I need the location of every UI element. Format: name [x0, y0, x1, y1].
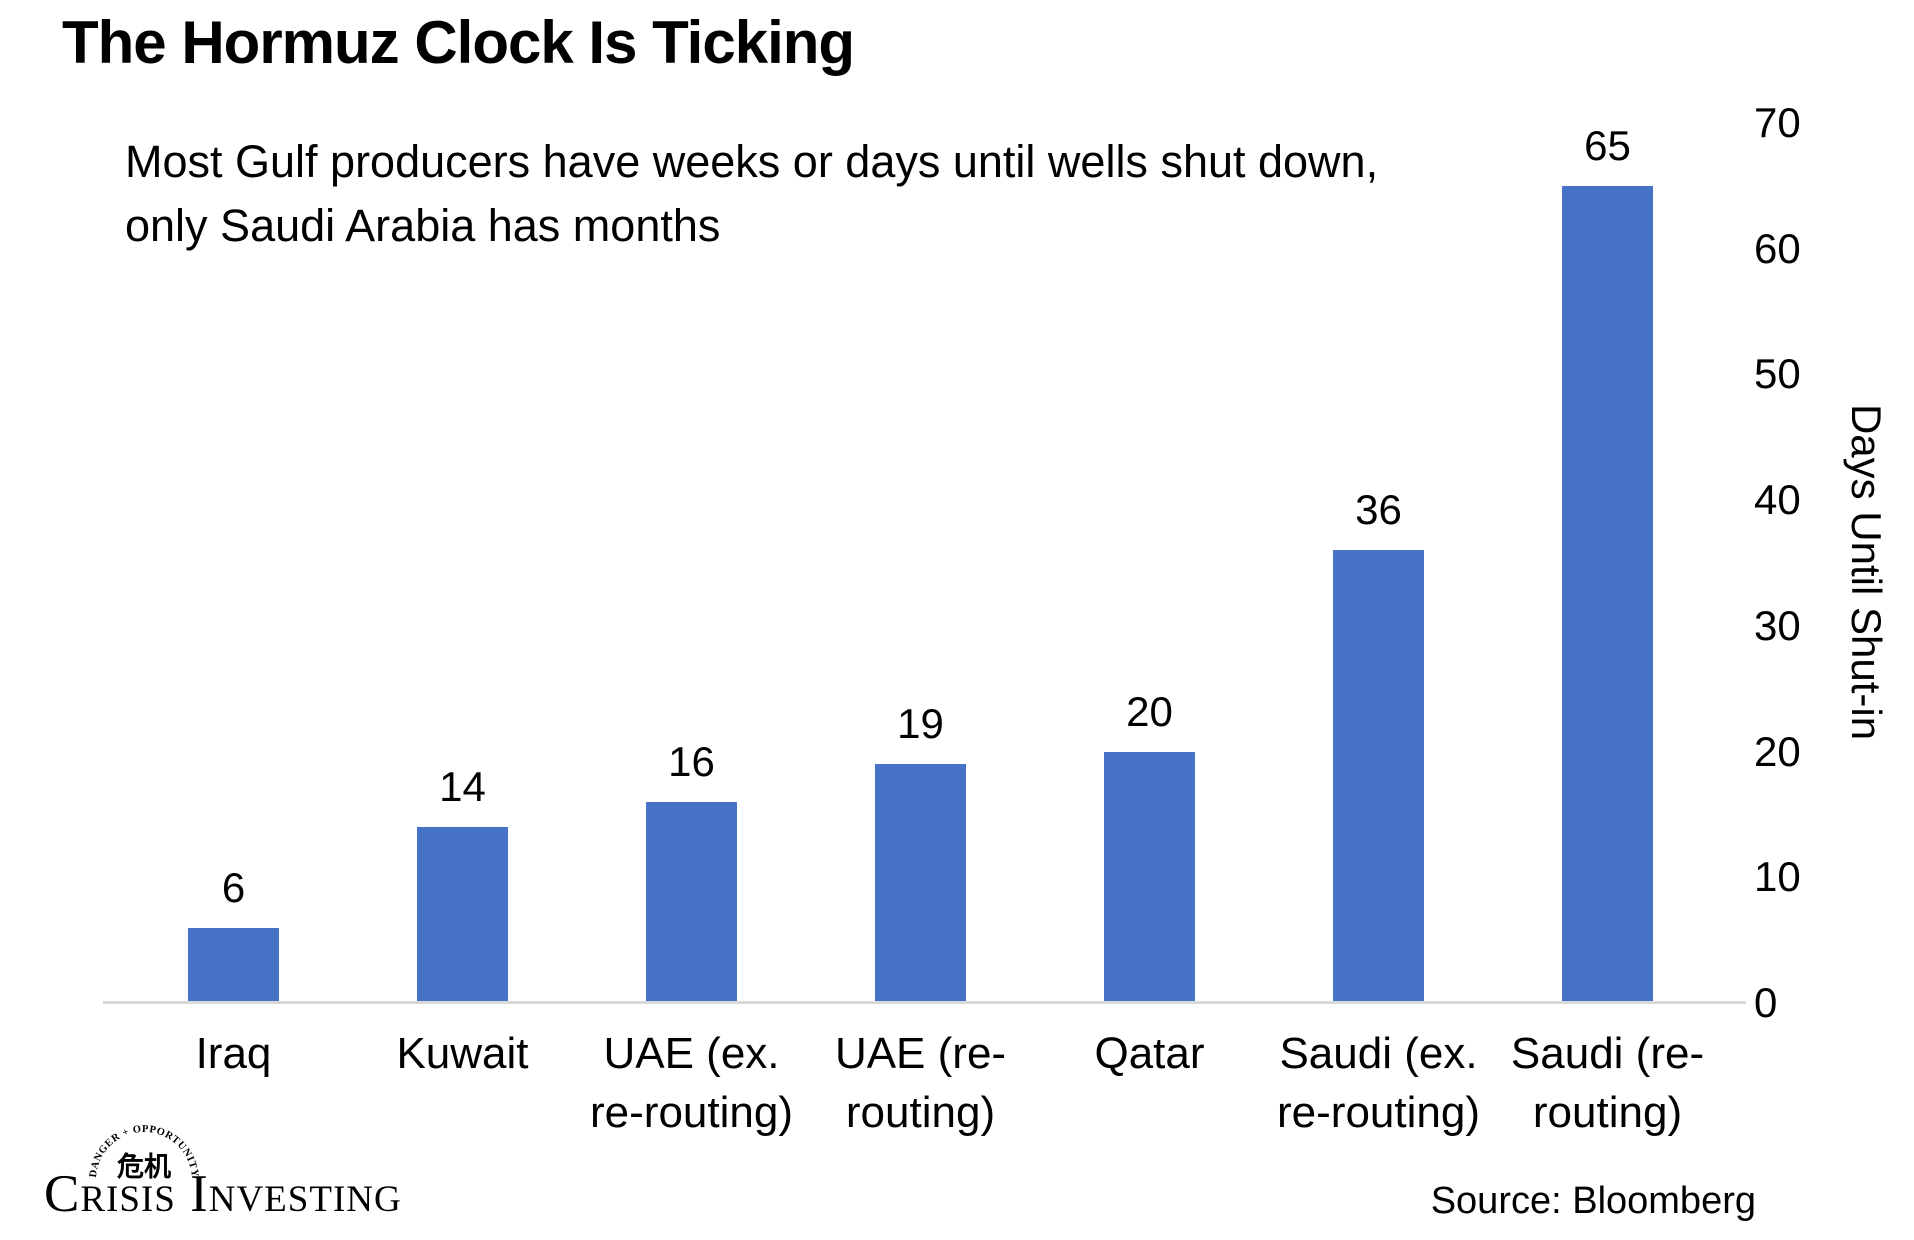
- crisis-investing-wordmark: Crisis Investing: [44, 1165, 402, 1223]
- bar-saudi-re: [1562, 185, 1653, 1003]
- chart-title: The Hormuz Clock Is Ticking: [62, 9, 855, 76]
- x-axis-label-kuwait: Kuwait: [396, 1029, 529, 1078]
- value-label-saudi-ex: 36: [1355, 486, 1402, 534]
- x-axis-label-iraq: Iraq: [195, 1029, 272, 1078]
- y-axis-tick-50: 50: [1754, 350, 1801, 398]
- bar-uae-re: [875, 764, 966, 1003]
- chart-subtitle: Most Gulf producers have weeks or days u…: [125, 136, 1379, 251]
- value-label-saudi-re: 65: [1584, 121, 1631, 169]
- value-label-iraq: 6: [221, 863, 246, 911]
- bar-qatar: [1104, 751, 1195, 1003]
- bar-iraq: [188, 927, 279, 1003]
- bar-kuwait: [417, 827, 508, 1003]
- value-label-qatar: 20: [1126, 687, 1173, 735]
- bar-saudi-ex: [1333, 550, 1424, 1003]
- x-axis-label-uae-ex: UAE (ex. re-routing): [590, 1029, 793, 1137]
- x-axis-label-saudi-re: Saudi (re- routing): [1510, 1029, 1705, 1137]
- x-axis-label-uae-re: UAE (re- routing): [834, 1029, 1007, 1137]
- source-text: Source: Bloomberg: [1430, 1180, 1756, 1222]
- x-axis-label-qatar: Qatar: [1094, 1029, 1205, 1078]
- y-axis-tick-60: 60: [1754, 224, 1801, 272]
- x-axis-line: [103, 1001, 1746, 1004]
- y-axis-tick-70: 70: [1754, 99, 1801, 146]
- x-axis-label-saudi-ex: Saudi (ex. re-routing): [1277, 1029, 1480, 1137]
- bar-uae-ex: [646, 801, 737, 1003]
- value-label-uae-ex: 16: [668, 737, 715, 785]
- y-axis-tick-10: 10: [1754, 853, 1801, 901]
- y-axis-tick-20: 20: [1754, 727, 1801, 775]
- seal-graphic: DANGER + OPPORTUNITY 危机: [88, 1124, 200, 1183]
- y-axis-tick-40: 40: [1754, 476, 1801, 524]
- crisis-investing-seal: DANGER + OPPORTUNITY 危机: [86, 1118, 202, 1193]
- value-label-kuwait: 14: [439, 763, 486, 810]
- y-axis-tick-0: 0: [1754, 979, 1778, 1026]
- seal-chinese-characters: 危机: [117, 1151, 171, 1183]
- y-axis-title: Days Until Shut-in: [1843, 403, 1890, 741]
- y-axis-tick-30: 30: [1754, 601, 1801, 649]
- value-label-uae-re: 19: [897, 700, 944, 748]
